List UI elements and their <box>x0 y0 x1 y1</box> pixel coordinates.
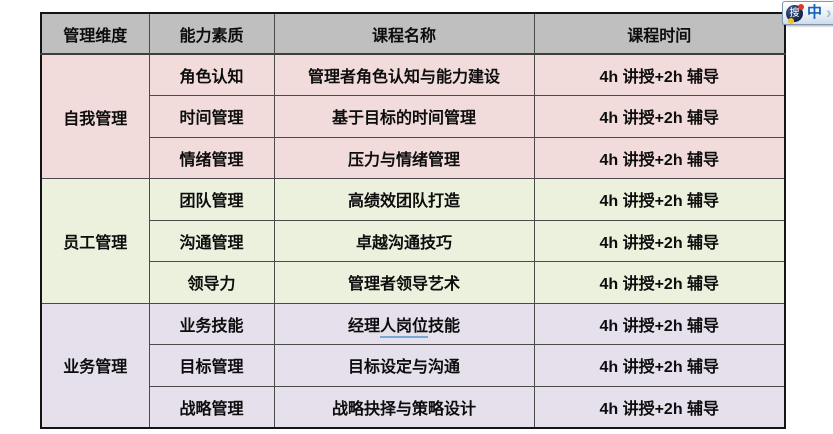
table-row: 自我管理 角色认知 管理者角色认知与能力建设 4h 讲授+2h 辅导 <box>40 53 786 179</box>
ime-logo-glyph: 搜 <box>789 7 800 19</box>
table-row: 领导力 管理者领导艺术 4h 讲授+2h 辅导 <box>41 261 786 304</box>
table-row: 时间管理 基于目标的时间管理 4h 讲授+2h 辅导 <box>41 95 786 138</box>
competency-cell: 战略管理 <box>148 385 275 428</box>
column-header-time: 课程时间 <box>533 12 786 55</box>
competency-cell: 团队管理 <box>148 178 275 221</box>
column-header-dimension: 管理维度 <box>40 12 150 55</box>
dimension-cell-self: 自我管理 <box>40 53 150 179</box>
competency-cell: 领导力 <box>148 261 275 304</box>
ime-expand-chevron-icon[interactable]: › <box>826 3 832 22</box>
competency-cell: 情绪管理 <box>148 136 275 179</box>
competency-cell: 业务技能 <box>148 302 275 345</box>
course-cell: 目标设定与沟通 <box>273 344 535 387</box>
column-header-course: 课程名称 <box>273 12 535 55</box>
competency-cell: 沟通管理 <box>148 219 275 262</box>
course-cell: 卓越沟通技巧 <box>273 219 535 262</box>
column-header-competency: 能力素质 <box>148 12 275 55</box>
time-cell: 4h 讲授+2h 辅导 <box>533 178 786 221</box>
dimension-cell-biz: 业务管理 <box>40 302 150 428</box>
time-cell: 4h 讲授+2h 辅导 <box>533 219 786 262</box>
course-cell: 基于目标的时间管理 <box>273 95 535 138</box>
course-text: 技能 <box>428 317 461 335</box>
course-cell: 高绩效团队打造 <box>273 178 535 221</box>
course-cell: 管理者领导艺术 <box>273 261 535 304</box>
curriculum-table: 管理维度 能力素质 课程名称 课程时间 自我管理 角色认知 管理者角色认知与能力… <box>40 12 786 429</box>
ime-mode-toggle[interactable]: 中 <box>807 4 823 21</box>
time-cell: 4h 讲授+2h 辅导 <box>533 344 786 387</box>
table-row: 沟通管理 卓越沟通技巧 4h 讲授+2h 辅导 <box>41 219 786 262</box>
ime-status-bar[interactable]: 搜 中 › <box>782 1 833 25</box>
course-cell: 战略抉择与策略设计 <box>273 385 535 428</box>
competency-cell: 时间管理 <box>148 95 275 138</box>
header-row: 管理维度 能力素质 课程名称 课程时间 <box>40 12 786 55</box>
time-cell: 4h 讲授+2h 辅导 <box>533 261 786 304</box>
table-row: 战略管理 战略抉择与策略设计 4h 讲授+2h 辅导 <box>41 385 786 428</box>
table-row: 目标管理 目标设定与沟通 4h 讲授+2h 辅导 <box>41 344 786 387</box>
course-text: 经理 <box>347 317 380 335</box>
time-cell: 4h 讲授+2h 辅导 <box>533 385 786 428</box>
course-cell: 经理人岗位技能 <box>273 302 535 345</box>
time-cell: 4h 讲授+2h 辅导 <box>533 302 786 345</box>
time-cell: 4h 讲授+2h 辅导 <box>533 53 786 96</box>
ime-logo-red-dot <box>798 3 804 10</box>
sogou-ime-logo-icon[interactable]: 搜 <box>786 3 804 24</box>
table-row: 情绪管理 压力与情绪管理 4h 讲授+2h 辅导 <box>41 136 786 179</box>
ime-logo-yellow-dot <box>788 17 794 24</box>
course-cell: 管理者角色认知与能力建设 <box>273 53 535 96</box>
time-cell: 4h 讲授+2h 辅导 <box>533 136 786 179</box>
dimension-cell-staff: 员工管理 <box>40 178 150 304</box>
table-row: 员工管理 团队管理 高绩效团队打造 4h 讲授+2h 辅导 <box>40 178 786 304</box>
course-cell: 压力与情绪管理 <box>273 136 535 179</box>
competency-cell: 目标管理 <box>148 344 275 387</box>
competency-cell: 角色认知 <box>148 53 275 96</box>
course-text-underlined: 人岗位 <box>379 317 428 338</box>
time-cell: 4h 讲授+2h 辅导 <box>533 95 786 138</box>
table-row: 业务管理 业务技能 经理人岗位技能 4h 讲授+2h 辅导 <box>40 302 786 428</box>
